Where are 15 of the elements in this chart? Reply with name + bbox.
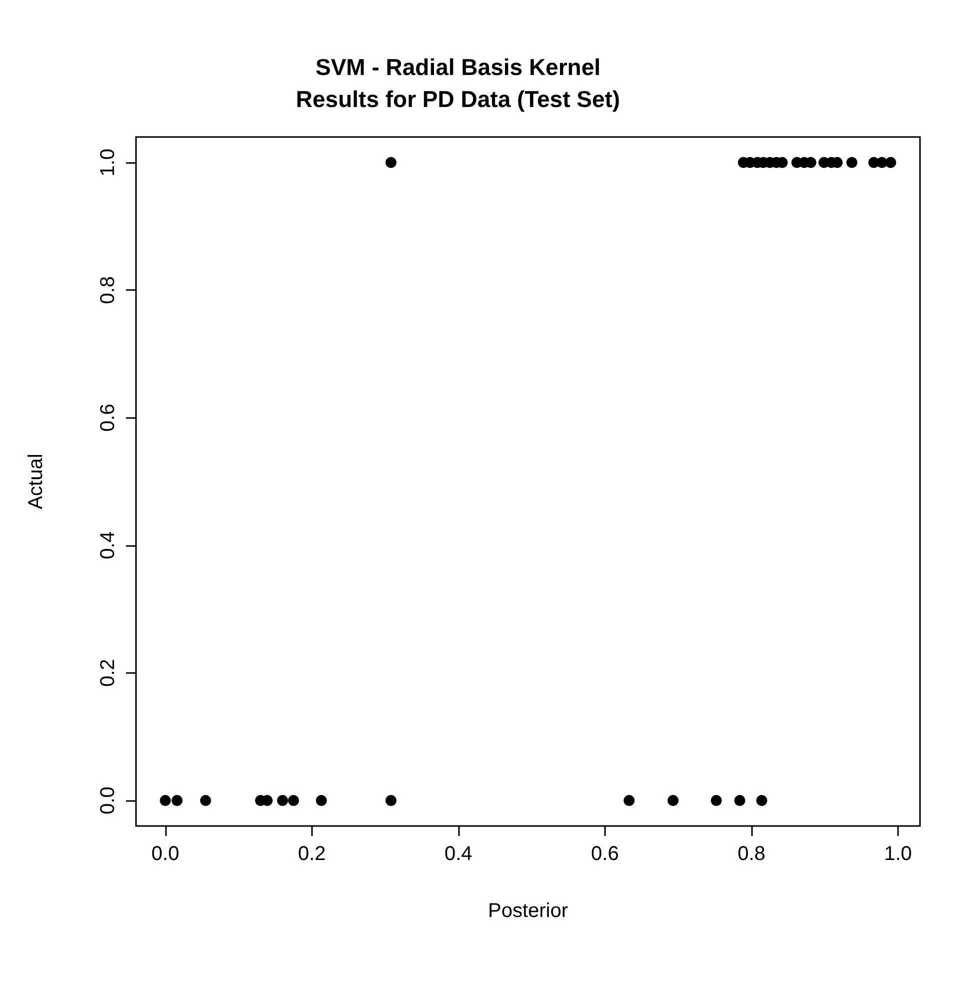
chart-title: SVM - Radial Basis Kernel Results for PD Data (Test Set) bbox=[296, 54, 620, 112]
x-tick-label: 1.0 bbox=[884, 843, 912, 865]
y-tick-label: 0.8 bbox=[97, 276, 119, 304]
x-axis-title: Posterior bbox=[488, 900, 568, 922]
y-tick-label: 0.2 bbox=[97, 658, 119, 687]
y-tick-label: 1.0 bbox=[97, 148, 119, 176]
x-tick-label: 0.4 bbox=[444, 843, 472, 865]
y-tick-label: 0.0 bbox=[97, 786, 119, 814]
x-tick-label: 0.2 bbox=[298, 843, 326, 865]
y-tick-label: 0.6 bbox=[97, 404, 119, 432]
x-tick-label: 0.0 bbox=[151, 843, 180, 865]
y-tick-label: 0.4 bbox=[97, 531, 119, 560]
y-axis-title: Actual bbox=[25, 454, 47, 510]
x-tick-label: 0.6 bbox=[591, 843, 619, 865]
x-tick-label: 0.8 bbox=[738, 843, 766, 865]
